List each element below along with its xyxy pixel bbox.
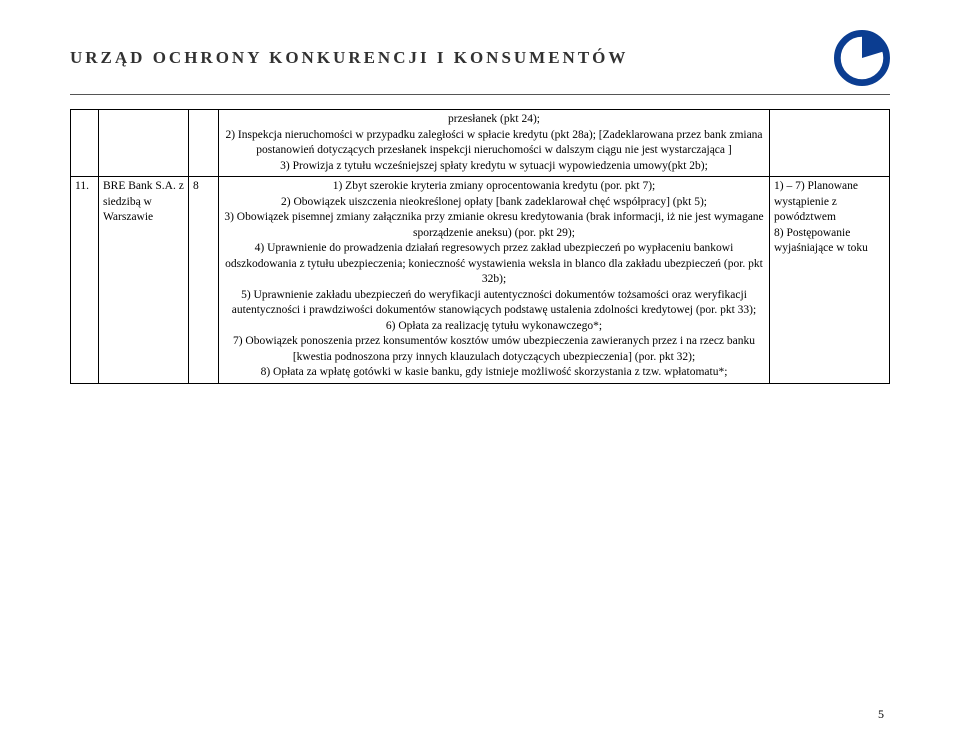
page: URZĄD OCHRONY KONKURENCJI I KONSUMENTÓW …	[0, 0, 960, 736]
cell-details: przesłanek (pkt 24); 2) Inspekcja nieruc…	[219, 110, 770, 177]
table-row: przesłanek (pkt 24); 2) Inspekcja nieruc…	[71, 110, 890, 177]
cell-qty: 8	[189, 177, 219, 384]
header: URZĄD OCHRONY KONKURENCJI I KONSUMENTÓW	[70, 28, 890, 88]
cell-result: 1) – 7) Planowane wystąpienie z powództw…	[770, 177, 890, 384]
header-divider	[70, 94, 890, 95]
cell-bank	[99, 110, 189, 177]
table-row: 11. BRE Bank S.A. z siedzibą w Warszawie…	[71, 177, 890, 384]
page-number: 5	[878, 707, 884, 722]
cell-bank: BRE Bank S.A. z siedzibą w Warszawie	[99, 177, 189, 384]
cell-num: 11.	[71, 177, 99, 384]
agency-logo	[834, 30, 890, 86]
postanowienia-table: przesłanek (pkt 24); 2) Inspekcja nieruc…	[70, 109, 890, 384]
cell-qty	[189, 110, 219, 177]
cell-result	[770, 110, 890, 177]
page-title: URZĄD OCHRONY KONKURENCJI I KONSUMENTÓW	[70, 48, 628, 68]
cell-num	[71, 110, 99, 177]
cell-details: 1) Zbyt szerokie kryteria zmiany oprocen…	[219, 177, 770, 384]
